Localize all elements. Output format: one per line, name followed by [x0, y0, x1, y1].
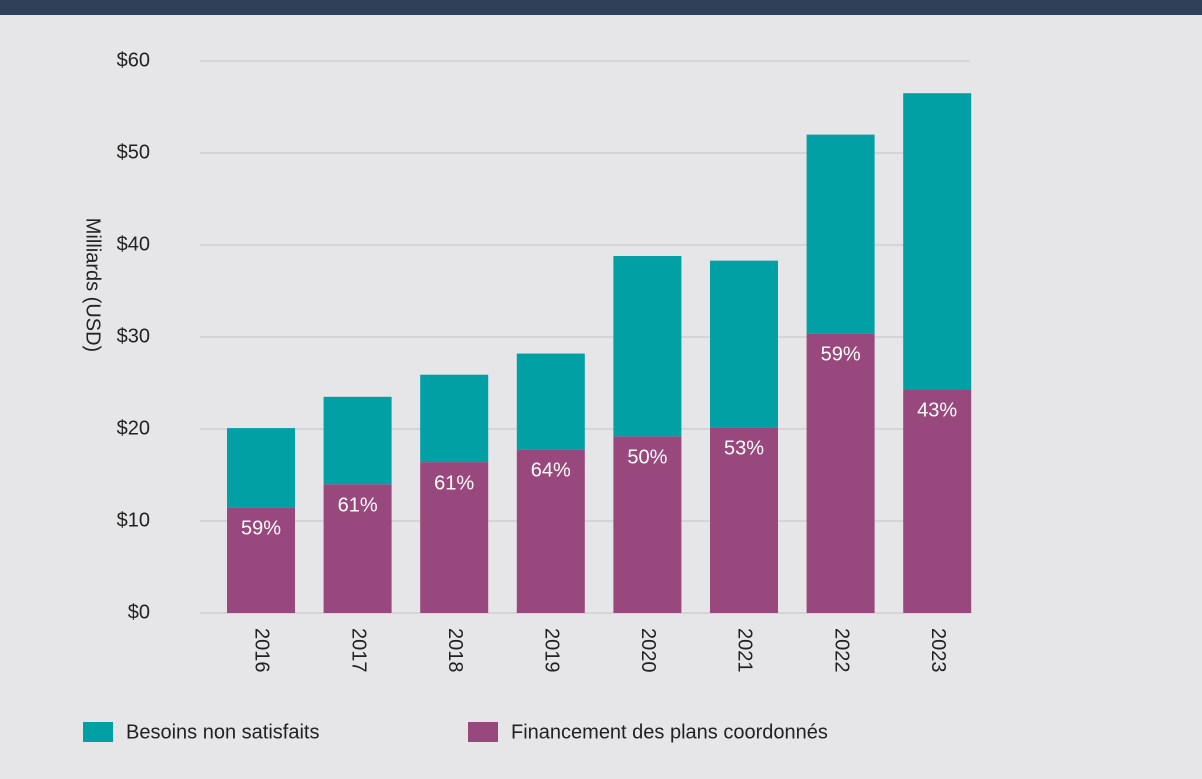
bar-segment	[806, 134, 875, 334]
y-tick-label: $20	[117, 417, 150, 439]
legend-label: Besoins non satisfaits	[126, 721, 319, 743]
x-tick-label: 2023	[927, 628, 949, 673]
bar-annotation: 53%	[724, 437, 764, 459]
bar-segment	[323, 484, 392, 613]
bar-segment	[516, 353, 585, 450]
header-bar	[0, 0, 1202, 15]
bar-segment	[323, 396, 392, 485]
y-axis-label: Milliards (USD)	[82, 218, 104, 352]
y-tick-label: $50	[117, 141, 150, 163]
y-tick-label: $30	[117, 325, 150, 347]
bar-annotation: 61%	[434, 472, 474, 494]
bar-segment	[420, 462, 489, 613]
y-tick-label: $60	[117, 49, 150, 71]
x-tick-label: 2020	[637, 628, 659, 673]
x-tick-label: 2016	[251, 628, 273, 673]
bar-segment	[227, 507, 295, 613]
legend-swatch	[468, 722, 498, 742]
y-tick-label: $0	[128, 601, 150, 623]
bar-segment	[806, 333, 875, 613]
bar-segment	[420, 374, 489, 463]
y-tick-label: $10	[117, 509, 150, 531]
bar-annotation: 43%	[917, 400, 957, 422]
y-tick-label: $40	[117, 233, 150, 255]
bar-annotation: 50%	[627, 447, 667, 469]
bar-annotation: 64%	[531, 460, 571, 482]
x-tick-label: 2022	[830, 628, 852, 673]
bar-annotation: 61%	[338, 494, 378, 516]
legend-label: Financement des plans coordonnés	[511, 721, 828, 743]
x-tick-label: 2018	[444, 628, 466, 673]
bar-segment	[903, 93, 972, 390]
bar-annotation: 59%	[821, 344, 861, 366]
legend-swatch	[83, 722, 113, 742]
bar-segment	[613, 436, 682, 613]
bar-segment	[710, 427, 778, 613]
x-tick-label: 2021	[734, 628, 756, 673]
bar-segment	[516, 449, 585, 613]
bar-segment	[227, 428, 295, 508]
bar-segment	[613, 256, 682, 437]
x-tick-label: 2019	[541, 628, 563, 673]
bar-segment	[710, 260, 778, 428]
bar-annotation: 59%	[241, 517, 281, 539]
x-tick-label: 2017	[347, 628, 369, 673]
bar-segment	[903, 389, 972, 613]
